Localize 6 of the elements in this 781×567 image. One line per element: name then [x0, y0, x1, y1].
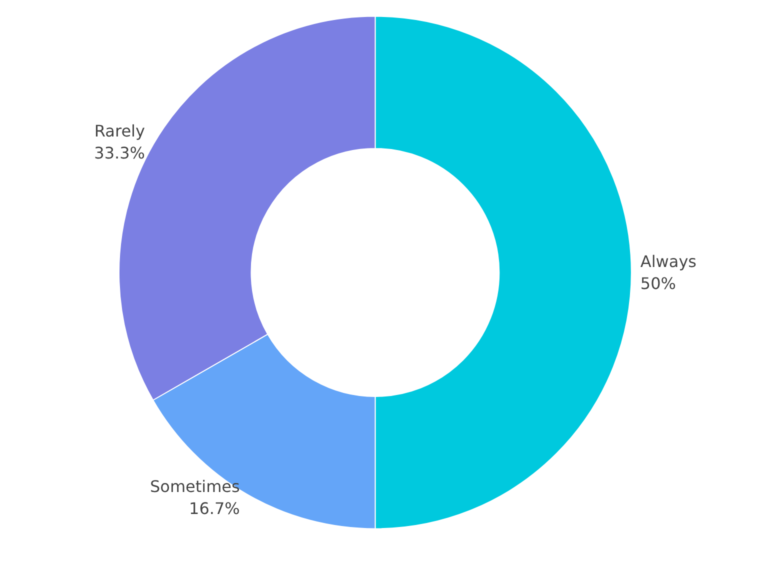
slice-label: Always [640, 252, 697, 271]
slice-label: Sometimes [150, 477, 240, 496]
slice-label: Rarely [94, 122, 145, 141]
data-label: 16.7% [189, 499, 240, 518]
data-label: 33.3% [94, 144, 145, 163]
data-label: 50% [640, 274, 676, 293]
